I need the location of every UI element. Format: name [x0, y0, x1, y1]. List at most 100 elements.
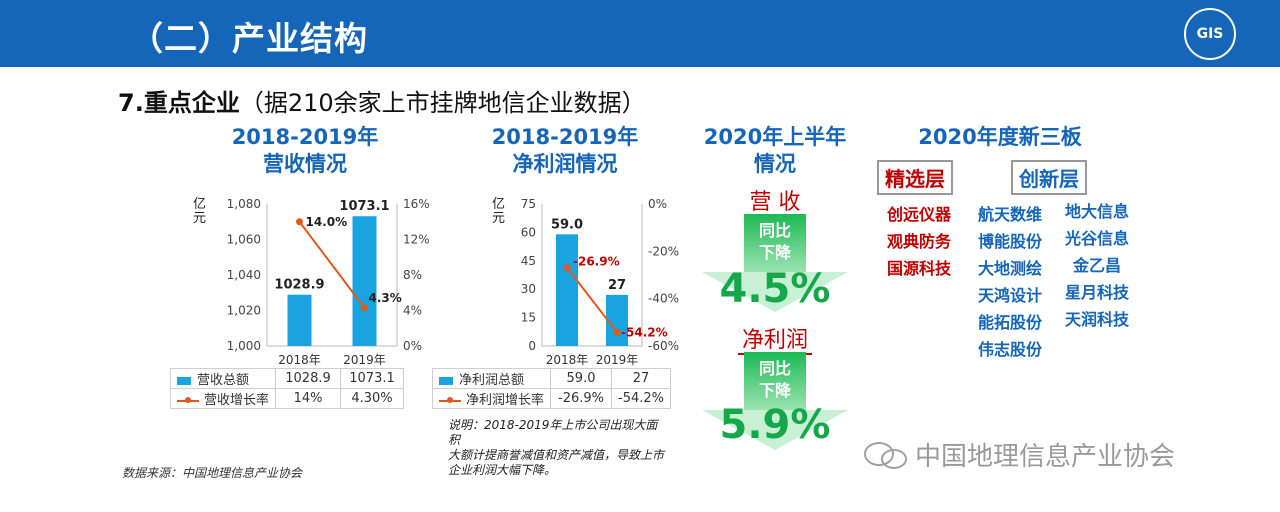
- profit-down-arrow-icon: 同比 下降: [702, 352, 848, 450]
- profit-data-table: 净利润总额 59.0 27 净利润增长率 -26.9% -54.2%: [431, 368, 672, 409]
- y-axis-label: 亿: [193, 197, 206, 212]
- revenue-section-title: 2018-2019年 营收情况: [205, 124, 405, 178]
- table-cell: 14%: [275, 388, 342, 409]
- note-line: 企业利润大幅下降。: [448, 463, 557, 477]
- profit-section-title: 2018-2019年 净利润情况: [465, 124, 665, 178]
- y-tick-label: 30: [521, 282, 536, 296]
- chart-note: 说明：2018-2019年上市公司出现大面积 大额计提商誉减值和资产减值，导致上…: [448, 418, 668, 478]
- table-row: 净利润增长率 -26.9% -54.2%: [431, 388, 672, 409]
- revenue-data-table: 营收总额 1028.9 1073.1 营收增长率 14% 4.30%: [169, 368, 405, 409]
- table-cell: 59.0: [550, 368, 613, 389]
- revenue-arrow-text: 同比 下降: [744, 214, 806, 272]
- list-item: 博能股份: [978, 232, 1043, 251]
- h2020-title-line2: 情况: [754, 152, 796, 176]
- note-line: 大额计提商誉减值和资产减值，导致上市: [448, 448, 665, 462]
- neeq-section-title: 2020年度新三板: [918, 125, 1082, 149]
- y-axis-label: 元: [193, 211, 206, 226]
- list-item: 星月科技: [1064, 283, 1129, 302]
- select-tier-label: 精选层: [877, 160, 953, 195]
- bar: [287, 294, 312, 346]
- x-tick-label: 2019年: [343, 353, 386, 367]
- list-item: 航天数维: [978, 205, 1043, 224]
- y2-tick-label: 16%: [403, 197, 430, 211]
- table-cell: -54.2%: [611, 388, 672, 409]
- y-tick-label: 1,080: [227, 197, 261, 211]
- list-item: 天润科技: [1064, 310, 1129, 329]
- arrow-head: [702, 272, 848, 312]
- revenue-title-line2: 营收情况: [263, 152, 347, 176]
- list-item: 大地测绘: [978, 259, 1043, 278]
- y2-tick-label: -20%: [648, 244, 679, 258]
- subtitle-bold: 7.重点企业: [118, 89, 240, 117]
- table-row: 净利润总额 59.0 27: [431, 368, 672, 389]
- line-value-label: 14.0%: [306, 215, 348, 229]
- watermark-text: 中国地理信息产业协会: [915, 442, 1176, 472]
- list-item: 观典防务: [887, 232, 952, 251]
- profit-decline-pct: 5.9%: [719, 402, 831, 448]
- list-item: 国源科技: [887, 259, 952, 278]
- list-item: 地大信息: [1064, 202, 1129, 221]
- bar-value-label: 1073.1: [339, 199, 389, 214]
- x-tick-label: 2019年: [596, 353, 639, 367]
- innovation-company-list-1: 航天数维 博能股份 大地测绘 天鸿设计 能拓股份 伟志股份: [978, 201, 1042, 363]
- y2-tick-label: 0%: [648, 197, 667, 211]
- bar-swatch-icon: [439, 376, 453, 385]
- list-item: 金乙昌: [1072, 256, 1121, 275]
- line-value-label: -26.9%: [573, 255, 620, 269]
- list-item: 能拓股份: [978, 313, 1043, 332]
- y-tick-label: 1,040: [227, 268, 261, 282]
- note-line: 说明：2018-2019年上市公司出现大面积: [448, 418, 658, 447]
- innovation-tier-label: 创新层: [1011, 160, 1087, 195]
- table-cell: 4.30%: [340, 388, 405, 409]
- bar-value-label: 59.0: [551, 217, 583, 232]
- revenue-title-line1: 2018-2019年: [231, 125, 379, 149]
- line-point: [296, 218, 303, 226]
- y-tick-label: 1,000: [227, 339, 261, 353]
- table-cell: 27: [611, 368, 672, 389]
- profit-title-line2: 净利润情况: [512, 152, 618, 176]
- gis-logo: GIS: [1184, 8, 1236, 60]
- x-tick-label: 2018年: [546, 353, 589, 367]
- y2-tick-label: 4%: [403, 304, 422, 318]
- growth-line: [566, 267, 618, 333]
- y-axis-label: 亿: [492, 197, 505, 212]
- y-tick-label: 60: [521, 225, 536, 239]
- y-tick-label: 45: [521, 254, 536, 268]
- bar: [352, 216, 377, 346]
- legend-profit-growth: 净利润增长率: [431, 388, 552, 409]
- revenue-chart: 亿元 1,000 1,020 1,040 1,060 1,080 0% 4% 8% 12% 16% 1…: [193, 197, 430, 367]
- subtitle-rest: （据210余家上市挂牌地信企业数据）: [239, 89, 646, 117]
- y2-tick-label: -40%: [648, 292, 679, 306]
- x-tick-label: 2018年: [278, 353, 321, 367]
- growth-line: [298, 221, 366, 309]
- y2-tick-label: 8%: [403, 268, 422, 282]
- bar-value-label: 27: [608, 278, 626, 293]
- list-item: 伟志股份: [978, 340, 1043, 359]
- line-point: [563, 264, 571, 272]
- h2020-title-line1: 2020年上半年: [703, 125, 847, 149]
- line-value-label: -54.2%: [621, 325, 668, 339]
- bar-value-label: 1028.9: [274, 278, 324, 293]
- table-cell: 1073.1: [340, 368, 405, 389]
- line-point: [613, 328, 621, 336]
- legend-revenue-total: 营收总额: [169, 368, 277, 389]
- line-point: [361, 304, 368, 312]
- select-company-list: 创远仪器 观典防务 国源科技: [887, 201, 951, 282]
- y2-tick-label: 0%: [403, 339, 422, 353]
- profit-label: 净利润: [705, 322, 845, 355]
- table-row: 营收总额 1028.9 1073.1: [169, 368, 405, 389]
- bar: [606, 294, 628, 346]
- revenue-down-arrow-icon: 同比 下降: [702, 214, 848, 312]
- legend-profit-total: 净利润总额: [431, 368, 552, 389]
- line-swatch-icon: [177, 396, 199, 403]
- y-tick-label: 75: [521, 197, 536, 211]
- page-title: （二）产业结构: [130, 19, 368, 58]
- line-swatch-icon: [439, 396, 461, 403]
- h2020-section-title: 2020年上半年 情况: [690, 124, 860, 178]
- profit-arrow-text: 同比 下降: [744, 352, 806, 410]
- y2-tick-label: 12%: [403, 233, 430, 247]
- wechat-icon: [864, 442, 907, 469]
- bar-swatch-icon: [177, 376, 191, 385]
- bar: [556, 234, 578, 346]
- table-cell: -26.9%: [550, 388, 613, 409]
